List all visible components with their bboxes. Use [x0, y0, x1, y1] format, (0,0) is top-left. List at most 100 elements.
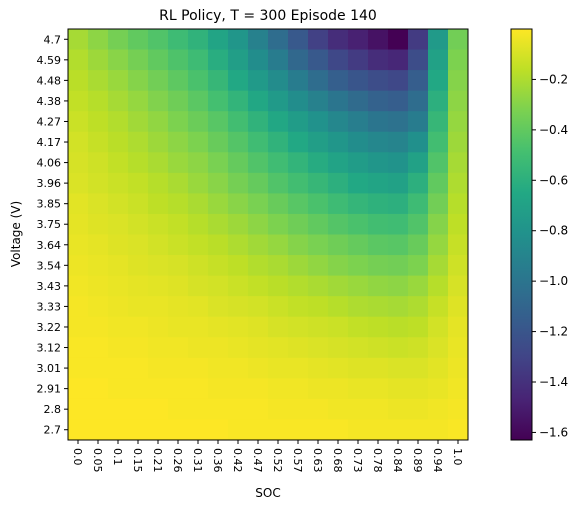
- heatmap-cell: [308, 213, 329, 235]
- heatmap-cell: [208, 378, 229, 400]
- heatmap-cell: [348, 213, 369, 235]
- heatmap-cell: [328, 419, 349, 441]
- heatmap-cell: [448, 111, 469, 133]
- heatmap-cell: [168, 131, 189, 153]
- heatmap-cell: [228, 152, 249, 174]
- x-tick-label: 0.26: [171, 448, 184, 473]
- x-tick-label: 0.0: [71, 448, 84, 466]
- heatmap-cell: [348, 29, 369, 51]
- heatmap-cell: [268, 398, 289, 420]
- heatmap-cell: [448, 90, 469, 112]
- heatmap-cell: [268, 419, 289, 441]
- heatmap-cell: [288, 213, 309, 235]
- heatmap-cell: [208, 296, 229, 318]
- colorbar-tick-label: −1.6: [539, 425, 568, 439]
- colorbar-tick-label: −0.8: [539, 224, 568, 238]
- heatmap-cell: [148, 357, 169, 379]
- heatmap-cell: [248, 70, 269, 92]
- heatmap-cell: [88, 275, 109, 297]
- heatmap-cell: [408, 29, 429, 51]
- heatmap-cell: [88, 131, 109, 153]
- heatmap-cell: [88, 296, 109, 318]
- x-tick-label: 0.57: [291, 448, 304, 473]
- heatmap-cell: [228, 29, 249, 51]
- heatmap-cell: [188, 296, 209, 318]
- heatmap-cell: [328, 296, 349, 318]
- heatmap-cell: [148, 70, 169, 92]
- heatmap-cell: [248, 213, 269, 235]
- heatmap-cell: [128, 172, 149, 194]
- heatmap-cell: [428, 398, 449, 420]
- heatmap-cell: [328, 275, 349, 297]
- heatmap-cell: [268, 316, 289, 338]
- heatmap-cell: [328, 29, 349, 51]
- heatmap-cell: [348, 152, 369, 174]
- heatmap-cell: [288, 378, 309, 400]
- heatmap-cell: [388, 398, 409, 420]
- heatmap-cell: [448, 419, 469, 441]
- heatmap-cell: [448, 296, 469, 318]
- heatmap-cell: [388, 111, 409, 133]
- heatmap-cell: [308, 316, 329, 338]
- heatmap-cell: [148, 172, 169, 194]
- heatmap-cell: [268, 49, 289, 71]
- heatmap-cell: [188, 90, 209, 112]
- heatmap-cell: [268, 70, 289, 92]
- heatmap-cell: [248, 111, 269, 133]
- heatmap-cell: [328, 316, 349, 338]
- heatmap-cell: [168, 111, 189, 133]
- heatmap-cell: [88, 357, 109, 379]
- heatmap-cell: [188, 70, 209, 92]
- heatmap-cell: [228, 316, 249, 338]
- heatmap-cell: [208, 193, 229, 215]
- heatmap-cell: [268, 357, 289, 379]
- heatmap-cell: [248, 49, 269, 71]
- x-axis-ticks: 0.0 0.05 0.1 0.15 0.21 0.26 0.31 0.36 0.42 0.47 0.…: [71, 440, 464, 473]
- heatmap-cell: [148, 90, 169, 112]
- heatmap-cell: [288, 296, 309, 318]
- y-tick-label: 4.7: [44, 33, 62, 46]
- heatmap-cell: [328, 70, 349, 92]
- heatmap-cell: [408, 234, 429, 256]
- heatmap-cell: [248, 378, 269, 400]
- heatmap-cell: [308, 378, 329, 400]
- heatmap-cell: [88, 316, 109, 338]
- heatmap-cell: [288, 193, 309, 215]
- heatmap-cell: [288, 316, 309, 338]
- heatmap-cell: [388, 275, 409, 297]
- heatmap-cells: [68, 29, 469, 441]
- heatmap-cell: [408, 296, 429, 318]
- heatmap-cell: [348, 131, 369, 153]
- y-tick-label: 4.27: [37, 115, 62, 128]
- heatmap-cell: [68, 49, 89, 71]
- heatmap-cell: [388, 49, 409, 71]
- heatmap-cell: [388, 152, 409, 174]
- heatmap-cell: [208, 337, 229, 359]
- heatmap-cell: [368, 255, 389, 277]
- x-tick-label: 0.68: [331, 448, 344, 473]
- heatmap-cell: [168, 90, 189, 112]
- heatmap-cell: [68, 131, 89, 153]
- heatmap-cell: [448, 213, 469, 235]
- colorbar-ticks: −1.6 −1.4 −1.2 −1.0 −0.8 −0.6 −0.4 −0.2: [532, 72, 568, 439]
- heatmap-cell: [368, 131, 389, 153]
- heatmap-cell: [248, 419, 269, 441]
- x-tick-label: 0.63: [311, 448, 324, 473]
- heatmap-cell: [228, 255, 249, 277]
- heatmap-cell: [448, 398, 469, 420]
- heatmap-cell: [348, 49, 369, 71]
- heatmap-cell: [208, 316, 229, 338]
- heatmap-cell: [128, 213, 149, 235]
- plot-frame: [67, 28, 469, 441]
- colorbar-tick-label: −0.6: [539, 173, 568, 187]
- heatmap-cell: [308, 234, 329, 256]
- heatmap-cell: [208, 419, 229, 441]
- heatmap-cell: [448, 378, 469, 400]
- heatmap-cell: [108, 234, 129, 256]
- heatmap-cell: [168, 337, 189, 359]
- heatmap-cell: [408, 193, 429, 215]
- heatmap-cell: [128, 70, 149, 92]
- heatmap-cell: [388, 90, 409, 112]
- heatmap-cell: [128, 255, 149, 277]
